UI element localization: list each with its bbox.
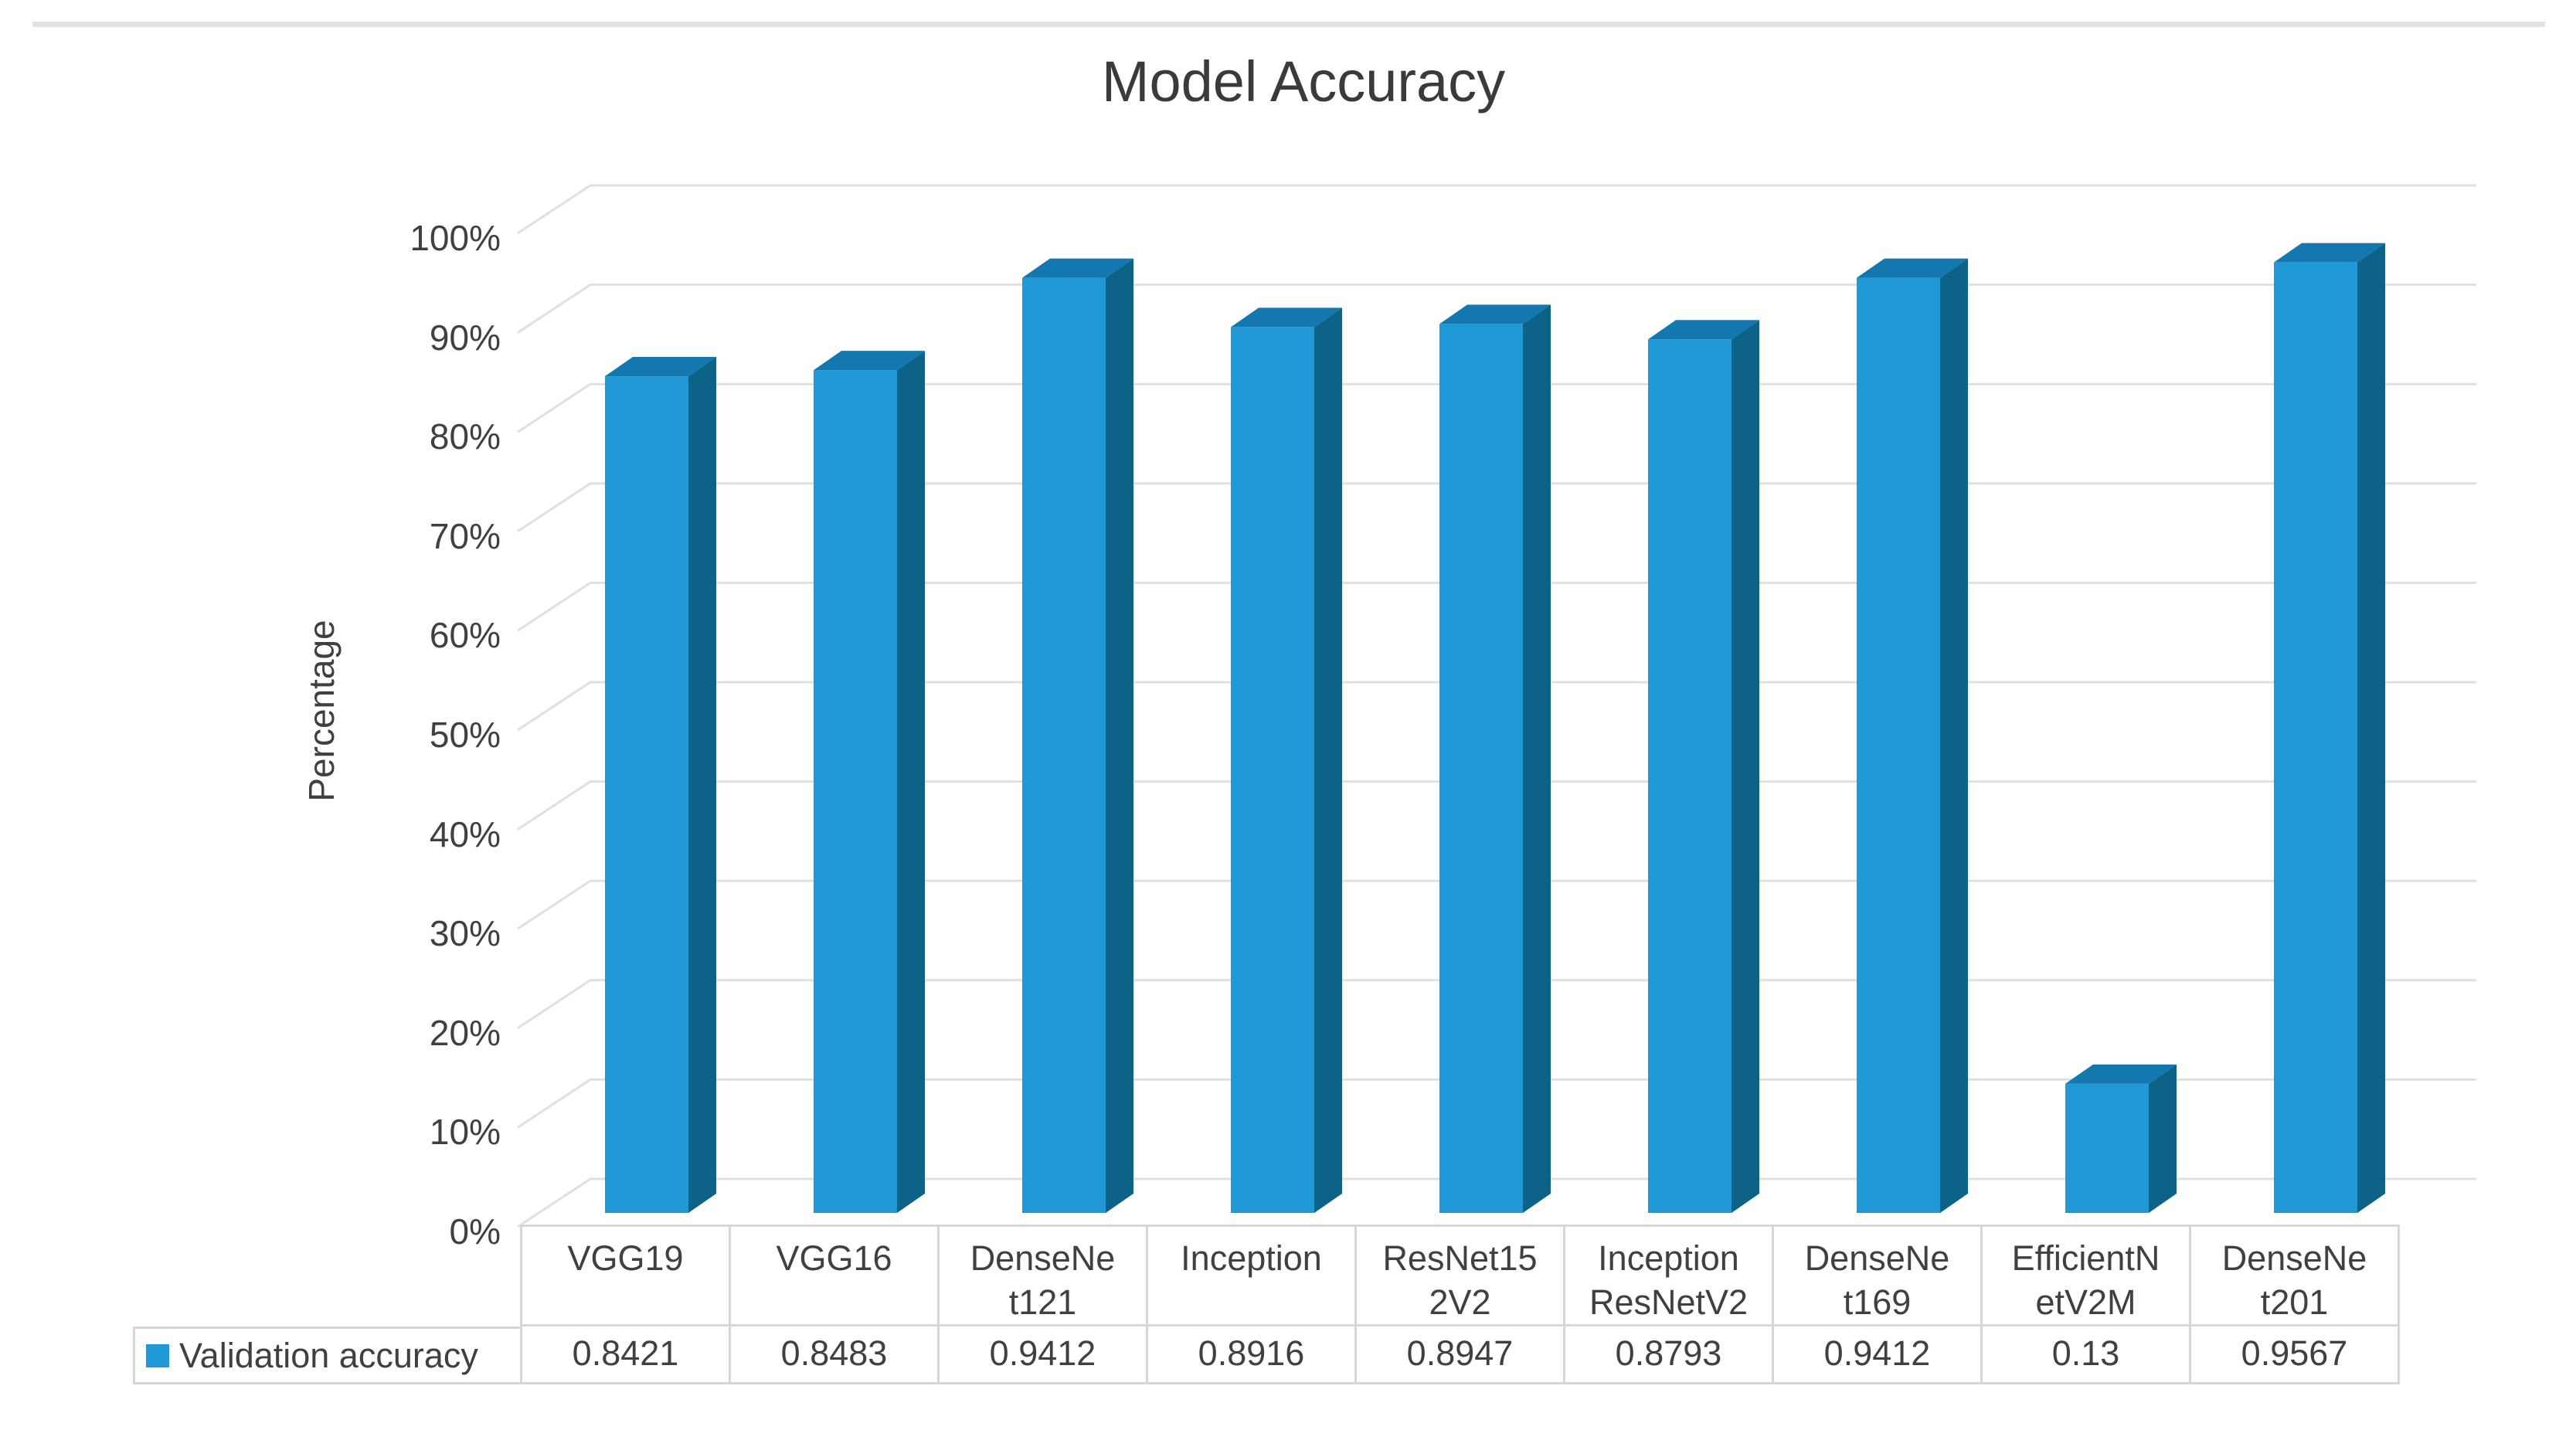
bar-DenseNet201: [2274, 243, 2385, 1213]
bar-DenseNet169: [1857, 258, 1968, 1213]
gridline: [517, 581, 2476, 632]
bar-ResNet152V2: [1439, 304, 1551, 1214]
gridline: [517, 1177, 2476, 1228]
gridline: [517, 382, 2476, 433]
chart-title: Model Accuracy: [1101, 49, 1506, 114]
bar-InceptionResNetV2: [1648, 320, 1759, 1213]
top-divider-line: [32, 22, 2545, 27]
gridline: [517, 284, 2476, 334]
gridline: [517, 184, 2476, 235]
bar-VGG16: [814, 351, 925, 1214]
y-axis-title: Percentage: [301, 620, 342, 802]
bar-DenseNet121: [1022, 258, 1133, 1213]
gridline: [517, 1078, 2476, 1129]
bar-EfficientNetV2M: [2065, 1064, 2177, 1213]
gridline: [517, 979, 2476, 1030]
gridline: [517, 482, 2476, 533]
bar-Inception: [1231, 307, 1342, 1214]
gridline: [517, 681, 2476, 732]
gridline: [517, 780, 2476, 830]
bar-VGG19: [605, 357, 716, 1214]
gridline: [517, 879, 2476, 930]
